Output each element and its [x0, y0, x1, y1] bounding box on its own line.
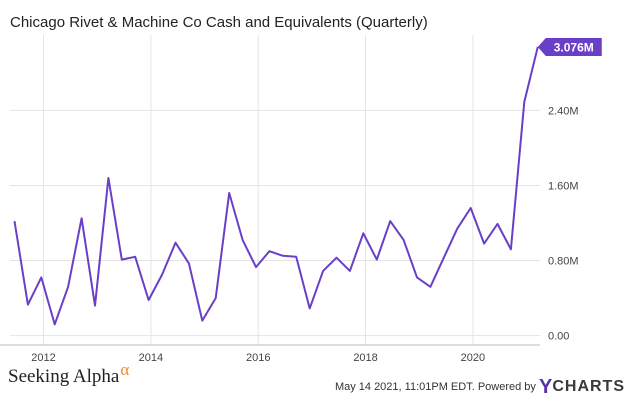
timestamp: May 14 2021, 11:01PM EDT.: [334, 381, 475, 393]
brand-name: Seeking Alpha: [8, 366, 120, 387]
x-tick-label: 2016: [246, 352, 270, 364]
x-tick-label: 2018: [353, 352, 377, 364]
x-axis-ticks: 2012 2014 2016 2018 2020: [31, 352, 485, 364]
y-tick-label: 0.80M: [548, 256, 579, 268]
alpha-icon: α: [120, 360, 130, 379]
ycharts-logo-text: CHARTS: [552, 378, 625, 395]
last-value-badge: [537, 37, 602, 56]
y-tick-label: 2.40M: [548, 105, 579, 117]
chart-title: Chicago Rivet & Machine Co Cash and Equi…: [10, 14, 428, 31]
series-line: [13, 46, 539, 326]
last-value-label: 3.076M: [554, 40, 594, 54]
grid-lines: [0, 35, 540, 346]
x-tick-label: 2012: [31, 352, 55, 364]
x-tick-label: 2014: [139, 352, 163, 364]
y-axis-ticks: 0.00 0.80M 1.60M 2.40M: [548, 105, 579, 342]
footer-credits: May 14 2021, 11:01PM EDT. Powered by YCH…: [335, 376, 625, 399]
last-value-group: 3.076M: [537, 37, 602, 56]
ycharts-logo-icon: Y: [538, 376, 553, 398]
series-group: [13, 46, 539, 326]
y-tick-label: 0.00: [548, 331, 569, 343]
powered-by-text: Powered by: [477, 381, 536, 393]
y-tick-label: 1.60M: [548, 180, 579, 192]
x-tick-label: 2020: [461, 352, 485, 364]
seeking-alpha-logo: Seeking Alphaα: [8, 360, 129, 388]
